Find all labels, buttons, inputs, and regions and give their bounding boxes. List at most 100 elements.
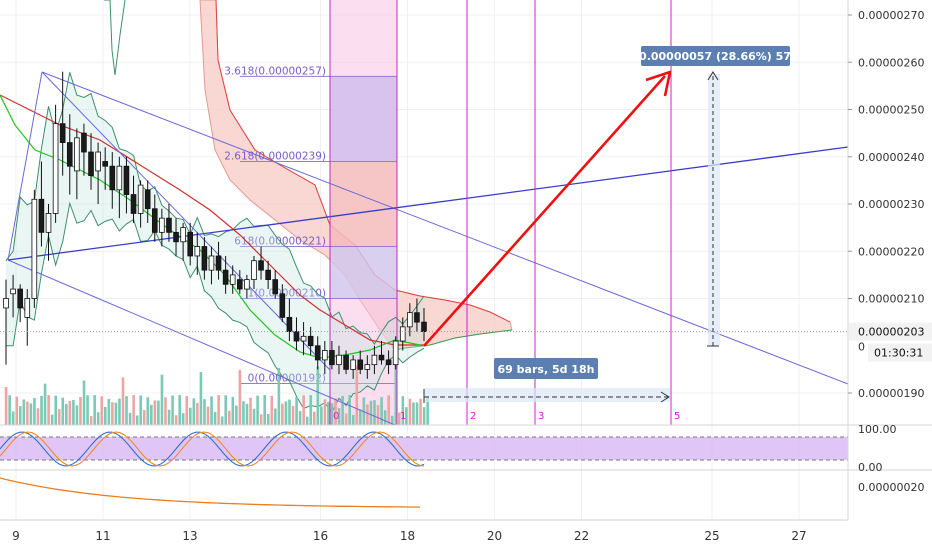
measure-label-text: 0.00000057 (28.66%) 57 — [639, 50, 791, 63]
volume-bar — [86, 395, 89, 425]
volume-bar — [40, 395, 43, 425]
projection-arrow-line[interactable] — [423, 75, 666, 347]
volume-bar — [54, 395, 57, 425]
candle-body — [137, 184, 144, 214]
price-tick-label: 0.00000190 — [858, 387, 924, 400]
candle-body — [251, 260, 257, 281]
volume-bar — [146, 397, 150, 425]
price-tick-label: 0.00000240 — [858, 151, 924, 164]
volume-bar — [164, 397, 167, 425]
date-tick-label: 13 — [182, 529, 197, 543]
candle-body — [38, 198, 45, 233]
price-tick-label: 0.00000250 — [858, 104, 924, 117]
volume-bar — [405, 407, 408, 425]
ma-red-line — [0, 94, 425, 346]
current-price-box — [849, 322, 932, 341]
candle-body — [329, 350, 335, 366]
price-tick-label: 0.00000220 — [858, 245, 924, 258]
measurement-tool[interactable]: 0.00000057 (28.66%) 57 69 bars, 5d 18h — [423, 46, 791, 403]
volume-bar — [366, 404, 369, 425]
current-price-label: 0.00000203 — [858, 326, 924, 339]
fib-time-label: 2 — [470, 411, 476, 422]
volume-bar — [111, 402, 114, 425]
volume-bar — [373, 400, 376, 425]
volume-bar — [142, 409, 146, 425]
volume-bar — [171, 395, 174, 425]
volume-bar — [398, 412, 401, 425]
candle-body — [88, 151, 94, 177]
volume-bar — [125, 396, 128, 425]
volume-bar — [15, 396, 19, 425]
volume-bar — [355, 365, 359, 425]
stoch-tick-label: 100.00 — [858, 423, 897, 436]
volume-bar — [348, 395, 352, 425]
volume-bar — [327, 401, 330, 425]
volume-bar — [330, 403, 334, 425]
measure-label-box — [641, 46, 790, 66]
volume-bar — [305, 416, 309, 425]
candle-body — [130, 194, 137, 214]
bollinger-spike — [104, 0, 126, 76]
volume-bar — [160, 374, 164, 425]
volume-bar — [29, 403, 33, 425]
volume-bar — [263, 395, 266, 425]
candle-body — [215, 255, 222, 271]
volume-bar — [334, 398, 337, 425]
volume-bar — [383, 410, 387, 425]
candle-body — [343, 354, 349, 370]
candle-body — [159, 217, 165, 233]
volume-bar — [401, 396, 405, 425]
volume-bar — [150, 404, 153, 425]
volume-bar — [281, 403, 284, 425]
channel-left-edge — [7, 71, 43, 261]
volume-bar — [33, 398, 36, 425]
volume-bar — [206, 406, 210, 425]
volume-bar — [220, 416, 224, 425]
volume-bar — [114, 402, 118, 425]
volume-bar — [213, 411, 217, 425]
candle-body — [116, 165, 123, 191]
stoch-d-line — [0, 431, 425, 467]
volume-bar — [189, 407, 192, 425]
candle-body — [258, 260, 264, 271]
volume-bar — [256, 395, 259, 425]
candle-body — [229, 274, 236, 285]
volume-bar — [185, 396, 189, 425]
volume-bar — [344, 413, 348, 425]
candle-body — [166, 217, 172, 233]
volume-bar — [128, 412, 132, 425]
date-tick-label: 22 — [574, 529, 589, 543]
volume-bar — [412, 402, 415, 425]
candle-body — [236, 279, 243, 290]
fib-time-label: 3 — [538, 411, 544, 422]
price-tick-label: 0.00000270 — [858, 9, 924, 22]
volume-bar — [359, 409, 362, 425]
candle-body — [279, 293, 286, 318]
volume-bar — [96, 412, 100, 425]
bollinger-fill — [6, 72, 424, 413]
volume-bar — [121, 377, 125, 425]
candle-body — [208, 255, 215, 271]
volume-bar — [199, 372, 203, 425]
volume-bar — [390, 415, 394, 425]
volume-bar — [43, 383, 47, 425]
fib-zone-618 — [330, 246, 397, 299]
fib-time-label: 5 — [674, 411, 680, 422]
volume-bar — [288, 399, 291, 425]
volume-bar — [270, 395, 274, 425]
candle-body — [187, 231, 194, 257]
volume-bar — [316, 366, 320, 425]
volume-bar — [203, 399, 206, 425]
volume-bar — [178, 395, 181, 425]
volume-bar — [238, 369, 242, 425]
candle-body — [272, 279, 279, 295]
countdown-label: 01:30:31 — [874, 347, 923, 360]
volume-bar — [196, 402, 199, 425]
candle-body — [378, 354, 385, 361]
volume-bar — [36, 408, 40, 425]
projection-arrowhead — [645, 70, 672, 97]
candle-body — [81, 132, 87, 153]
volume-bar — [422, 407, 426, 425]
